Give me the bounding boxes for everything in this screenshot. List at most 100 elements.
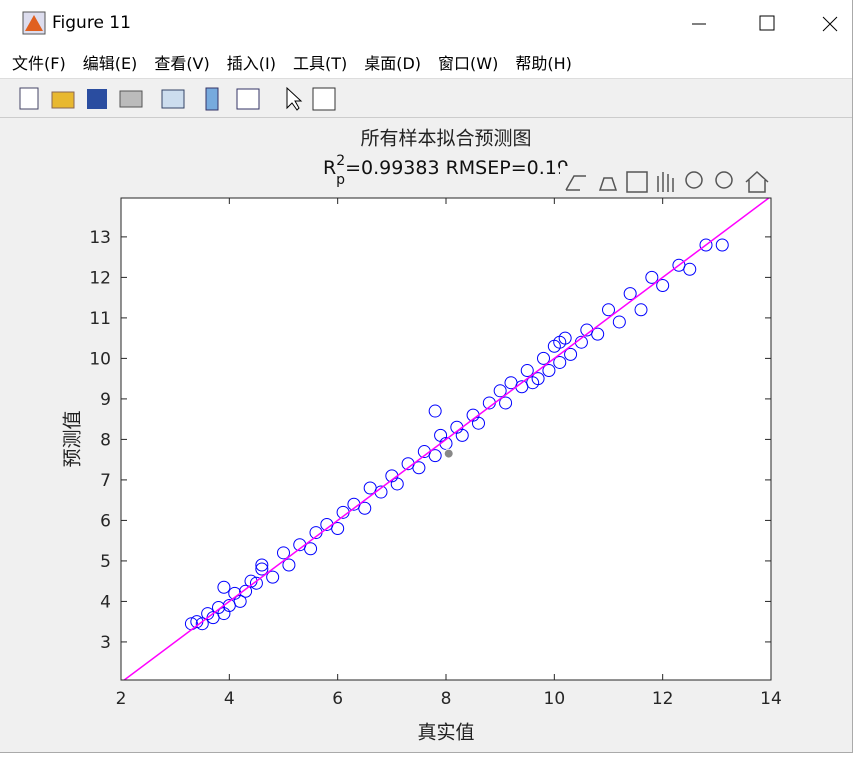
x-tick-label: 14 xyxy=(760,689,782,709)
point xyxy=(255,558,269,572)
x-tick-label: 2 xyxy=(116,689,127,709)
chart-subtitle: R2 p=0.99383 RMSEP=0.19 xyxy=(323,153,569,188)
brush-icon[interactable] xyxy=(598,177,618,191)
datatip-icon[interactable] xyxy=(626,171,648,193)
menu-item[interactable]: 编辑(E) xyxy=(82,54,138,73)
home-icon[interactable] xyxy=(745,170,769,193)
new-icon[interactable] xyxy=(19,87,39,110)
point xyxy=(304,542,318,556)
point xyxy=(602,303,615,317)
point xyxy=(645,270,659,284)
point xyxy=(472,416,485,430)
point xyxy=(591,327,605,341)
y-axis-label: 预测值 xyxy=(62,410,84,467)
chart: 所有样本拟合预测图 R2 p=0.99383 RMSEP=0.19 2 4 6 8 10 1… xyxy=(62,128,782,744)
point xyxy=(390,477,404,491)
x-tick-label: 12 xyxy=(652,689,674,709)
y-tick-label: 8 xyxy=(100,430,111,450)
window-controls xyxy=(692,15,838,32)
point xyxy=(195,617,209,631)
point xyxy=(331,522,345,536)
menu-item[interactable]: 查看(V) xyxy=(154,54,210,73)
point xyxy=(531,372,545,386)
property-icon[interactable] xyxy=(312,87,336,111)
open-icon[interactable] xyxy=(51,91,75,109)
point xyxy=(623,287,637,301)
y-tick-label: 10 xyxy=(89,349,111,369)
y-tick-label: 4 xyxy=(100,592,111,612)
point xyxy=(217,580,231,594)
point xyxy=(358,501,372,515)
point xyxy=(255,562,269,576)
save-icon[interactable] xyxy=(87,89,107,109)
point xyxy=(656,278,670,292)
legend-icon[interactable] xyxy=(236,88,260,110)
point xyxy=(455,428,469,442)
zoom-in-icon[interactable] xyxy=(685,171,703,189)
subtitle-sub: p xyxy=(336,172,345,188)
menu-bar: 文件(F) 编辑(E) 查看(V) 插入(I) 工具(T) 桌面(D) 窗口(W) 帮助(H) xyxy=(0,46,852,79)
point xyxy=(282,558,296,572)
pointer-icon[interactable] xyxy=(286,86,303,111)
colorbar-icon[interactable] xyxy=(205,87,219,111)
menu-item[interactable]: 窗口(W) xyxy=(438,54,499,73)
point xyxy=(428,404,442,418)
point xyxy=(683,262,697,276)
y-tick-label: 7 xyxy=(100,471,111,491)
window-title: Figure 11 xyxy=(52,13,131,33)
zoom-out-icon[interactable] xyxy=(715,171,733,189)
point xyxy=(499,396,513,410)
point xyxy=(634,303,648,317)
subtitle-sup: 2 xyxy=(336,153,345,169)
axes: 2 4 6 8 10 12 14 3 4 5 6 7 8 9 10 11 12 13 xyxy=(89,197,782,709)
close[interactable] xyxy=(822,16,838,32)
point xyxy=(412,461,426,475)
point xyxy=(553,355,567,369)
export-icon[interactable] xyxy=(565,175,586,191)
x-tick-label: 10 xyxy=(544,689,566,709)
subtitle-rest: =0.99383 RMSEP=0.19 xyxy=(345,157,569,179)
point xyxy=(249,576,263,590)
menu-item[interactable]: 工具(T) xyxy=(292,54,348,73)
menu-item[interactable]: 帮助(H) xyxy=(515,54,572,73)
title-bar: Figure 11 xyxy=(0,0,852,46)
app-icon xyxy=(22,11,46,35)
point xyxy=(612,315,626,329)
print-icon[interactable] xyxy=(119,90,143,108)
x-tick-label: 4 xyxy=(224,689,235,709)
menu-item[interactable]: 桌面(D) xyxy=(364,54,422,73)
point xyxy=(233,594,247,608)
point xyxy=(239,584,253,598)
point xyxy=(553,335,567,349)
point xyxy=(542,364,556,378)
axes-toolbar xyxy=(560,166,770,196)
subtitle-base: R xyxy=(323,157,336,179)
data-layer xyxy=(122,198,771,680)
point xyxy=(277,546,290,560)
menu-item[interactable]: 插入(I) xyxy=(226,54,276,73)
x-tick-label: 8 xyxy=(441,689,452,709)
point xyxy=(699,238,713,252)
point xyxy=(428,449,442,463)
toolbar xyxy=(0,79,852,118)
y-tick-label: 3 xyxy=(100,633,111,653)
y-tick-label: 12 xyxy=(89,268,111,288)
toolbar-icons xyxy=(19,86,336,111)
point xyxy=(266,570,280,584)
highlight-point xyxy=(443,448,454,459)
y-tick-label: 9 xyxy=(100,390,111,410)
pan-icon[interactable] xyxy=(657,172,674,192)
maximize[interactable] xyxy=(759,15,775,31)
menu-item[interactable]: 文件(F) xyxy=(12,54,66,73)
point xyxy=(537,351,550,365)
y-tick-label: 6 xyxy=(100,511,111,531)
point xyxy=(715,238,729,252)
point xyxy=(520,364,534,378)
y-tick-label: 5 xyxy=(100,552,111,572)
y-tick-label: 13 xyxy=(89,228,111,248)
x-tick-label: 6 xyxy=(332,689,343,709)
link-icon[interactable] xyxy=(161,89,185,109)
point xyxy=(217,607,231,621)
